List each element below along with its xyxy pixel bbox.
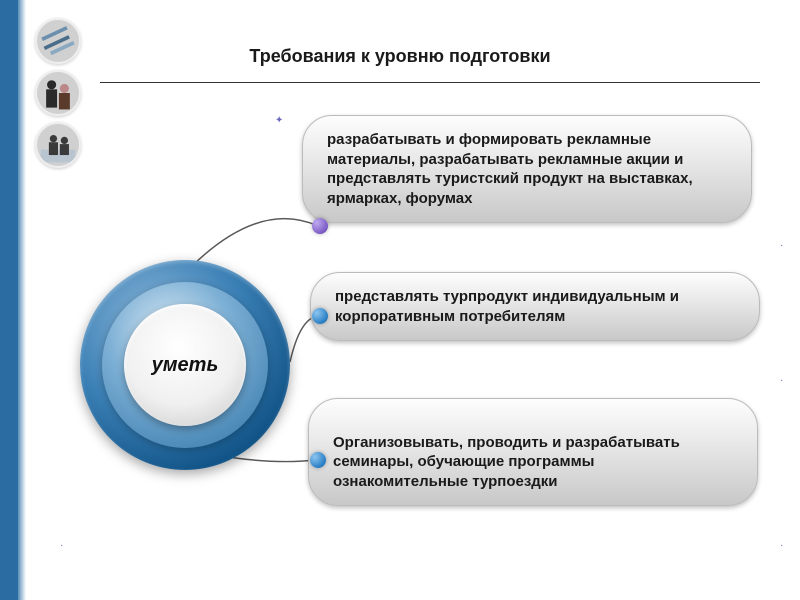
title-underline <box>100 82 760 83</box>
sidebar-icon-2 <box>35 70 81 116</box>
sparkle-icon: · <box>780 540 788 548</box>
node-box-3: Организовывать, проводить и разрабатыват… <box>308 398 758 506</box>
center-label: уметь <box>152 354 219 377</box>
page-title: Требования к уровню подготовки <box>0 46 800 67</box>
node-box-2: представлять турпродукт индивидуальным и… <box>310 272 760 341</box>
sparkle-icon: · <box>60 540 68 548</box>
left-accent-fade <box>18 0 26 600</box>
sparkle-icon: ✦ <box>275 115 283 123</box>
node-dot-3 <box>310 452 326 468</box>
node-text-3: Организовывать, проводить и разрабатыват… <box>333 434 680 490</box>
sparkle-icon: · <box>780 375 788 383</box>
node-box-1: разрабатывать и формировать рекламные ма… <box>302 115 752 223</box>
sidebar-icon-stack <box>35 18 81 174</box>
ring-inner: уметь <box>124 304 246 426</box>
node-dot-1 <box>312 218 328 234</box>
node-dot-2 <box>312 308 328 324</box>
sparkle-icon: · <box>780 240 788 248</box>
center-ring: уметь <box>80 260 290 470</box>
node-text-2: представлять турпродукт индивидуальным и… <box>335 288 679 325</box>
sidebar-icon-3 <box>35 122 81 168</box>
node-text-1: разрабатывать и формировать рекламные ма… <box>327 131 693 207</box>
left-accent-bar <box>0 0 18 600</box>
